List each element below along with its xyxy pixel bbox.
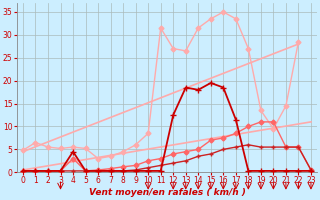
X-axis label: Vent moyen/en rafales ( km/h ): Vent moyen/en rafales ( km/h ) (89, 188, 245, 197)
